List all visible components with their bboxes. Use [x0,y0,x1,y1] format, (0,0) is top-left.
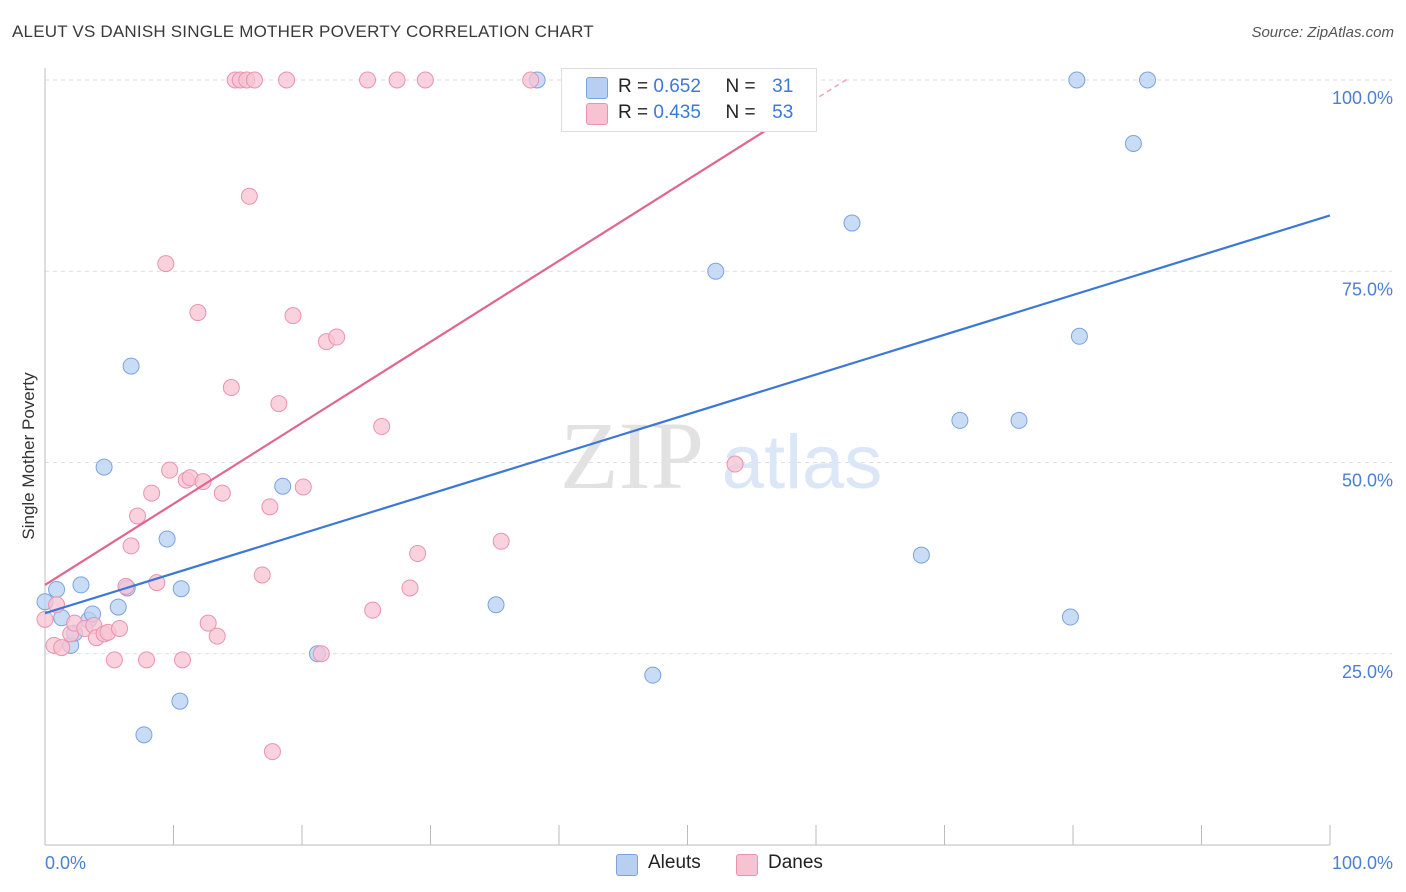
trend-lines [44,77,1331,615]
data-point-danes [138,651,156,669]
bottom-legend-swatch-aleuts [616,854,638,876]
data-point-aleuts [1124,134,1142,152]
data-point-aleuts [1139,71,1157,89]
chart-title: ALEUT VS DANISH SINGLE MOTHER POVERTY CO… [12,22,594,41]
data-point-aleuts [644,666,662,684]
data-point-danes [359,71,377,89]
data-point-aleuts [843,214,861,232]
legend-n-value-aleuts: 31 [772,76,794,97]
data-point-danes [213,484,231,502]
series-danes [36,71,744,761]
data-point-danes [388,71,406,89]
y-tick-label: 50.0% [1342,471,1393,491]
data-point-aleuts [72,576,90,594]
trend-line-aleuts [44,214,1331,615]
grid-lines [45,79,1392,655]
data-point-danes [122,537,140,555]
legend-n-label: N = [725,76,756,97]
legend-r-label: R = [618,102,649,123]
data-point-aleuts [1061,608,1079,626]
data-point-danes [245,71,263,89]
data-point-danes [416,71,434,89]
data-point-danes [261,498,279,516]
data-point-danes [105,651,123,669]
data-point-danes [157,255,175,273]
data-point-aleuts [1068,71,1086,89]
data-point-aleuts [135,726,153,744]
bottom-legend-label-aleuts: Aleuts [648,852,701,873]
data-point-aleuts [1070,327,1088,345]
data-point-danes [263,743,281,761]
y-tick-label: 25.0% [1342,662,1393,682]
y-tick-label: 75.0% [1342,279,1393,299]
data-point-danes [409,545,427,563]
data-point-aleuts [951,411,969,429]
data-point-danes [208,627,226,645]
data-point-aleuts [95,458,113,476]
data-point-aleuts [487,596,505,614]
data-point-danes [53,639,71,657]
data-point-aleuts [171,692,189,710]
data-point-aleuts [707,262,725,280]
data-point-danes [222,379,240,397]
data-point-danes [189,304,207,322]
y-axis-label: Single Mother Poverty [19,372,38,540]
data-point-danes [373,418,391,436]
data-point-danes [364,601,382,619]
x-tick-label: 100.0% [1332,853,1393,873]
data-point-danes [253,566,271,584]
data-point-danes [492,532,510,550]
data-point-danes [129,507,147,525]
data-point-aleuts [274,477,292,495]
data-point-danes [312,645,330,663]
bottom-legend-swatch-danes [736,854,758,876]
data-point-aleuts [48,580,66,598]
legend-r-value-aleuts: 0.652 [653,76,701,97]
data-point-aleuts [122,357,140,375]
bottom-legend-label-danes: Danes [768,852,823,873]
source-label: Source: ZipAtlas.com [1251,24,1394,41]
x-tick-label: 0.0% [45,853,86,873]
watermark-atlas: atlas [722,420,883,505]
legend-r-value-danes: 0.435 [653,102,701,123]
data-point-danes [148,574,166,592]
data-point-danes [270,395,288,413]
tick-labels: 25.0% 50.0% 75.0% 100.0% 0.0% 100.0% [45,88,1393,873]
legend-r-label: R = [618,76,649,97]
legend-n-label: N = [725,102,756,123]
data-point-danes [522,71,540,89]
data-point-aleuts [158,530,176,548]
axes [44,68,1331,846]
data-point-danes [328,328,346,346]
data-point-danes [111,620,129,638]
correlation-legend: R = 0.652 N = 31 R = 0.435 N = 53 [561,68,817,132]
legend-n-value-danes: 53 [772,102,794,123]
data-point-danes [401,579,419,597]
data-point-danes [726,455,744,473]
data-point-aleuts [912,546,930,564]
data-point-aleuts [172,580,190,598]
legend-swatch-aleuts [586,77,608,99]
data-point-danes [161,461,179,479]
trend-line-danes [44,119,782,586]
watermark-zip: ZIP [560,402,704,509]
data-point-aleuts [109,598,127,616]
data-point-danes [284,307,302,325]
data-point-danes [278,71,296,89]
data-point-danes [240,187,258,205]
data-point-danes [294,478,312,496]
data-point-danes [173,651,191,669]
data-point-danes [199,614,217,632]
watermark: ZIP atlas [560,402,882,509]
data-point-aleuts [1010,411,1028,429]
data-point-danes [143,484,161,502]
data-point-danes [36,610,54,628]
data-point-danes [194,473,212,491]
y-tick-label: 100.0% [1332,88,1393,108]
legend-swatch-danes [586,103,608,125]
